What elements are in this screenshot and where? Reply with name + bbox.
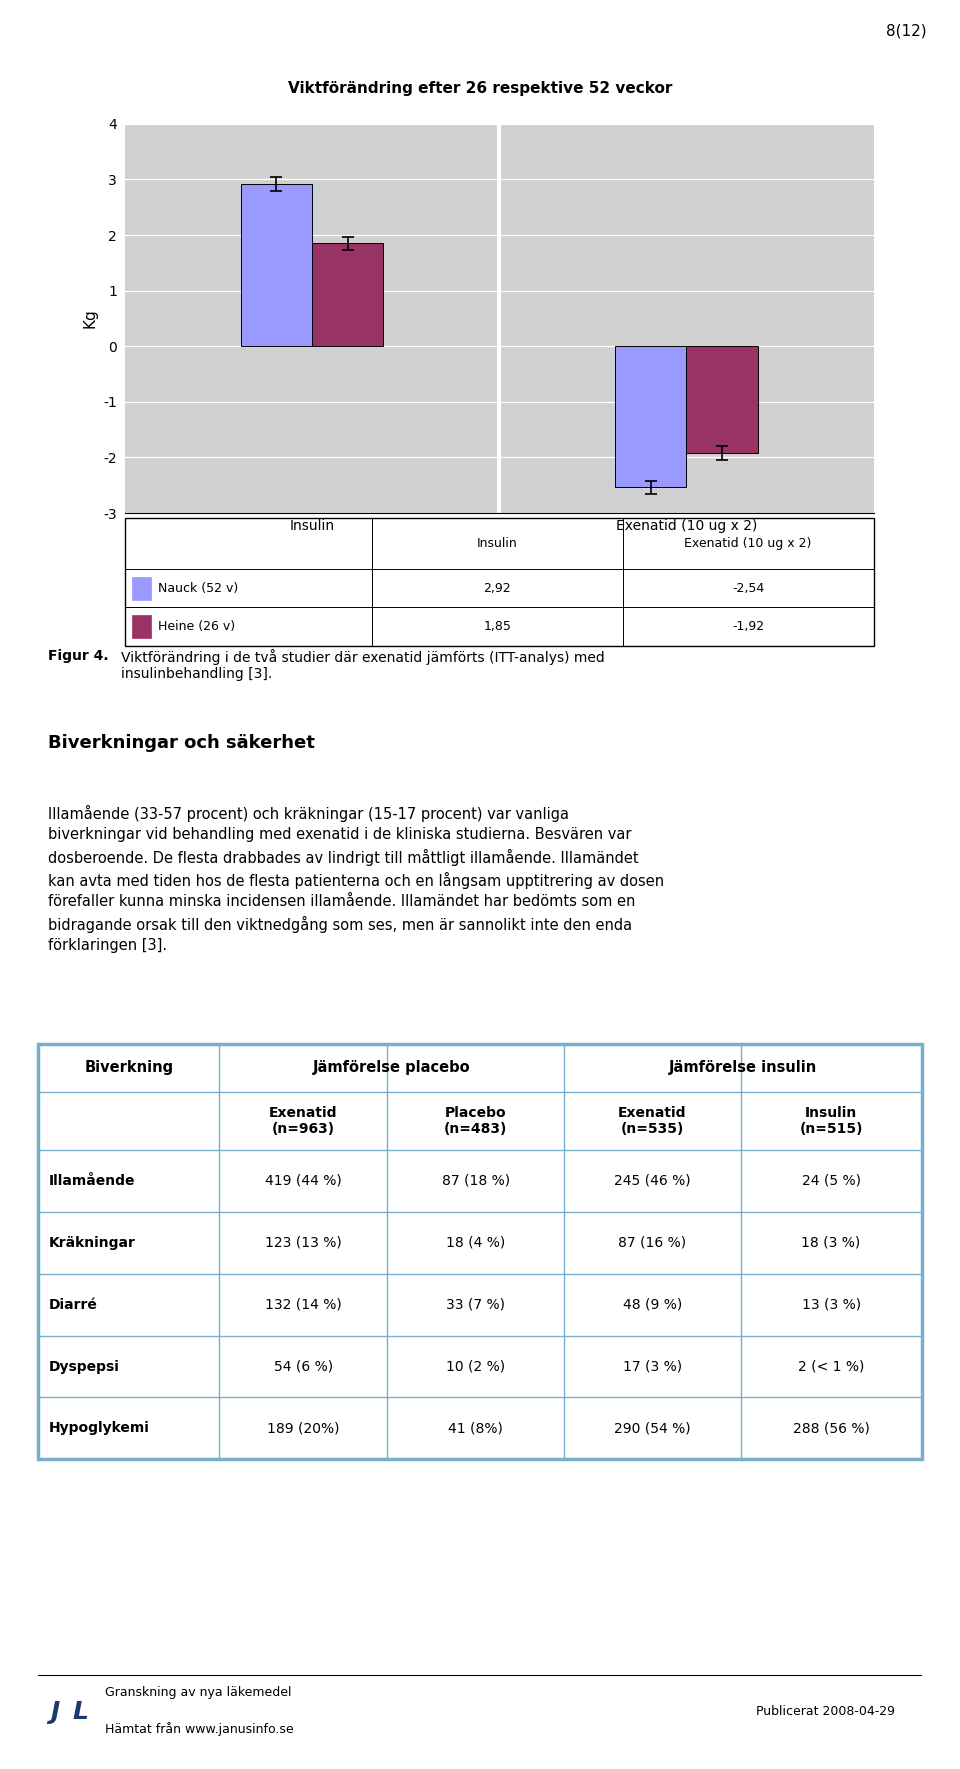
Text: 189 (20%): 189 (20%) [267, 1422, 340, 1435]
Text: 2,92: 2,92 [484, 582, 511, 594]
Text: 41 (8%): 41 (8%) [448, 1422, 503, 1435]
Text: Jämförelse insulin: Jämförelse insulin [668, 1060, 817, 1076]
Text: J: J [50, 1700, 59, 1723]
Text: 87 (16 %): 87 (16 %) [618, 1235, 686, 1249]
Text: -2,54: -2,54 [732, 582, 764, 594]
Bar [241, 184, 312, 347]
Y-axis label: Kg: Kg [83, 308, 98, 329]
Text: Dyspepsi: Dyspepsi [49, 1360, 120, 1373]
Text: Illamående (33-57 procent) och kräkningar (15-17 procent) var vanliga
biverkning: Illamående (33-57 procent) och kräkninga… [48, 805, 664, 953]
Text: Jämförelse placebo: Jämförelse placebo [313, 1060, 470, 1076]
Text: Kräkningar: Kräkningar [49, 1235, 136, 1249]
Text: 10 (2 %): 10 (2 %) [446, 1360, 505, 1373]
Text: 419 (44 %): 419 (44 %) [265, 1173, 342, 1187]
Text: 288 (56 %): 288 (56 %) [793, 1422, 870, 1435]
Text: Viktförändring i de två studier där exenatid jämförts (ITT-analys) med
insulinbe: Viktförändring i de två studier där exen… [121, 649, 605, 681]
Bar [615, 347, 686, 488]
Text: 132 (14 %): 132 (14 %) [265, 1298, 342, 1311]
Text: Exenatid
(n=963): Exenatid (n=963) [269, 1106, 338, 1136]
Bar [132, 577, 151, 600]
Text: Placebo
(n=483): Placebo (n=483) [444, 1106, 507, 1136]
Text: 33 (7 %): 33 (7 %) [446, 1298, 505, 1311]
Text: Publicerat 2008-04-29: Publicerat 2008-04-29 [756, 1705, 895, 1718]
Bar [312, 244, 383, 347]
Text: 24 (5 %): 24 (5 %) [802, 1173, 860, 1187]
Text: 13 (3 %): 13 (3 %) [802, 1298, 860, 1311]
Text: Hypoglykemi: Hypoglykemi [49, 1422, 150, 1435]
Text: 18 (3 %): 18 (3 %) [802, 1235, 861, 1249]
Text: 1,85: 1,85 [484, 621, 512, 633]
Text: L: L [73, 1700, 88, 1723]
Text: Diarré: Diarré [49, 1298, 98, 1311]
Bar [686, 347, 757, 453]
Text: 123 (13 %): 123 (13 %) [265, 1235, 342, 1249]
Text: Illamående: Illamående [49, 1173, 135, 1187]
Text: Insulin: Insulin [477, 538, 517, 550]
Text: 8(12): 8(12) [886, 23, 926, 39]
Text: Figur 4.: Figur 4. [48, 649, 108, 663]
Text: Biverkning: Biverkning [84, 1060, 174, 1076]
Text: 245 (46 %): 245 (46 %) [613, 1173, 690, 1187]
Text: 290 (54 %): 290 (54 %) [613, 1422, 690, 1435]
Text: Insulin
(n=515): Insulin (n=515) [800, 1106, 863, 1136]
Text: Heine (26 v): Heine (26 v) [158, 621, 235, 633]
Text: 48 (9 %): 48 (9 %) [623, 1298, 682, 1311]
Text: Biverkningar och säkerhet: Biverkningar och säkerhet [48, 734, 315, 752]
Text: Exenatid (10 ug x 2): Exenatid (10 ug x 2) [684, 538, 812, 550]
Bar [132, 616, 151, 639]
Text: Viktförändring efter 26 respektive 52 veckor: Viktförändring efter 26 respektive 52 ve… [288, 81, 672, 96]
Text: 54 (6 %): 54 (6 %) [274, 1360, 333, 1373]
Text: Hämtat från www.janusinfo.se: Hämtat från www.janusinfo.se [105, 1721, 293, 1735]
Text: Nauck (52 v): Nauck (52 v) [158, 582, 239, 594]
Text: 17 (3 %): 17 (3 %) [623, 1360, 682, 1373]
Text: Exenatid
(n=535): Exenatid (n=535) [618, 1106, 686, 1136]
Text: 2 (< 1 %): 2 (< 1 %) [798, 1360, 864, 1373]
Text: -1,92: -1,92 [732, 621, 764, 633]
Text: 87 (18 %): 87 (18 %) [442, 1173, 510, 1187]
Text: 18 (4 %): 18 (4 %) [446, 1235, 505, 1249]
Text: Granskning av nya läkemedel: Granskning av nya läkemedel [105, 1686, 291, 1698]
